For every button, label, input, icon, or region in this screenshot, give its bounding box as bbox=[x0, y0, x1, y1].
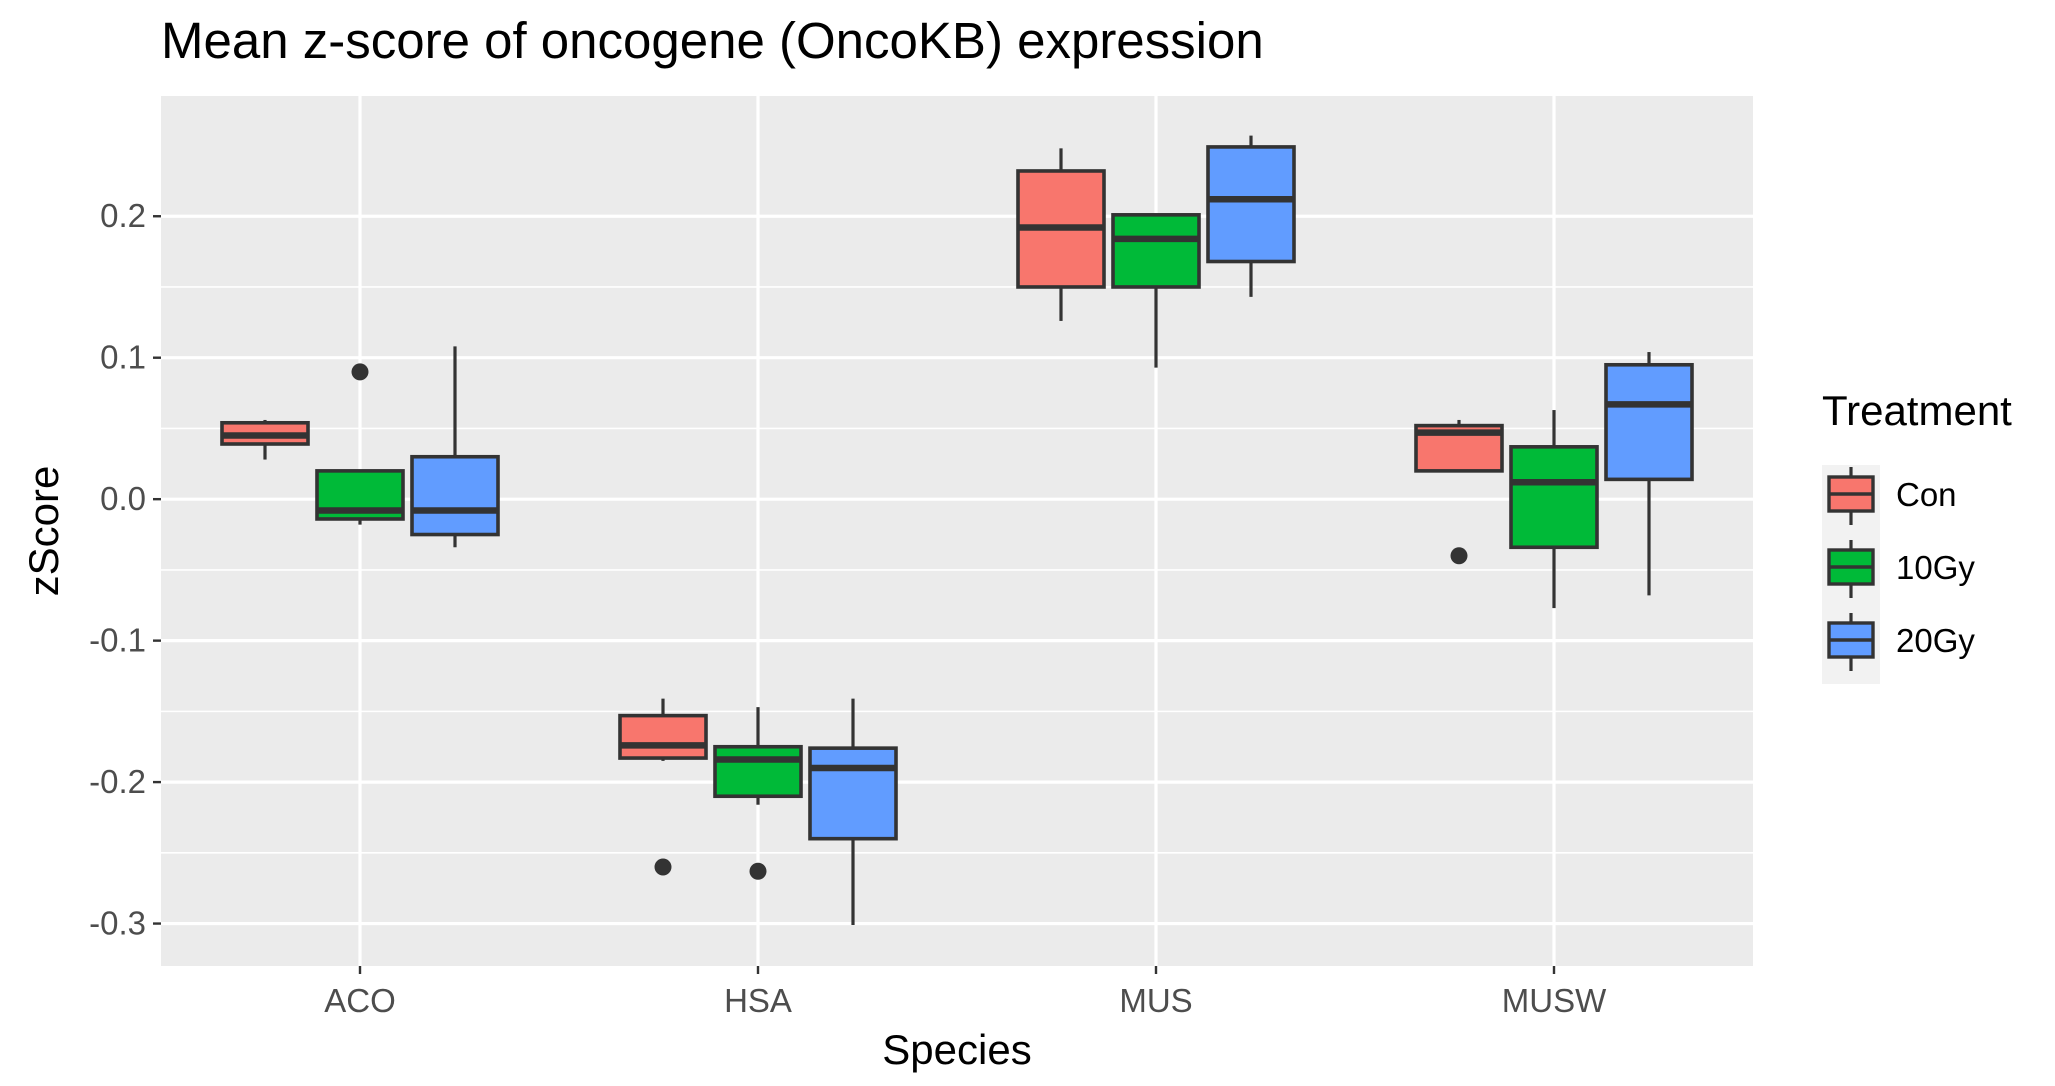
y-tick-label: -0.3 bbox=[89, 905, 146, 942]
legend-label: 10Gy bbox=[1896, 549, 1975, 586]
box-aco-10gy bbox=[315, 363, 405, 525]
legend-label: 20Gy bbox=[1896, 622, 1975, 659]
box-iqr bbox=[713, 744, 803, 799]
outlier-point bbox=[1450, 547, 1468, 565]
box-iqr bbox=[1604, 362, 1694, 482]
outlier-point bbox=[749, 862, 767, 880]
y-tick-label: -0.1 bbox=[89, 622, 146, 659]
box-iqr bbox=[1111, 213, 1201, 289]
box-musw-20gy bbox=[1604, 352, 1694, 596]
box-hsa-con bbox=[618, 698, 708, 876]
legend: Treatment Con 10Gy 20Gy bbox=[1822, 387, 2012, 684]
box-aco-20gy bbox=[410, 346, 500, 548]
box-musw-10gy bbox=[1509, 410, 1599, 609]
y-axis-title: zScore bbox=[20, 466, 67, 597]
chart-title: Mean z-score of oncogene (OncoKB) expres… bbox=[161, 12, 1264, 69]
box-musw-con bbox=[1414, 419, 1504, 565]
outlier-point bbox=[351, 363, 369, 381]
x-axis-ticks: ACO HSA MUS MUSW bbox=[324, 966, 1607, 1019]
box-iqr bbox=[618, 713, 708, 760]
box-hsa-20gy bbox=[808, 698, 898, 925]
y-tick-label: -0.2 bbox=[89, 763, 146, 800]
box-iqr bbox=[1206, 145, 1296, 264]
legend-item-10gy: 10Gy bbox=[1827, 540, 1975, 598]
legend-title: Treatment bbox=[1822, 387, 2012, 434]
box-layer bbox=[220, 135, 1694, 925]
x-tick-label: MUS bbox=[1119, 982, 1192, 1019]
x-tick-label: HSA bbox=[724, 982, 792, 1019]
minor-gridlines bbox=[161, 286, 1753, 854]
box-aco-con bbox=[220, 419, 310, 460]
y-axis-ticks: -0.3 -0.2 -0.1 0.0 0.1 0.2 bbox=[89, 197, 161, 942]
box-mus-con bbox=[1016, 148, 1106, 321]
box-iqr bbox=[410, 454, 500, 537]
box-iqr bbox=[808, 746, 898, 841]
legend-label: Con bbox=[1896, 476, 1957, 513]
box-mus-10gy bbox=[1111, 213, 1201, 368]
x-axis-title: Species bbox=[882, 1026, 1031, 1073]
y-tick-label: 0.1 bbox=[100, 339, 146, 376]
legend-item-20gy: 20Gy bbox=[1827, 613, 1975, 671]
y-tick-label: 0.2 bbox=[100, 197, 146, 234]
x-tick-label: ACO bbox=[324, 982, 396, 1019]
legend-item-con: Con bbox=[1827, 467, 1957, 525]
box-mus-20gy bbox=[1206, 135, 1296, 297]
y-tick-label: 0.0 bbox=[100, 480, 146, 517]
box-iqr bbox=[1509, 445, 1599, 550]
box-hsa-10gy bbox=[713, 707, 803, 880]
outlier-point bbox=[654, 858, 672, 876]
x-tick-label: MUSW bbox=[1502, 982, 1607, 1019]
